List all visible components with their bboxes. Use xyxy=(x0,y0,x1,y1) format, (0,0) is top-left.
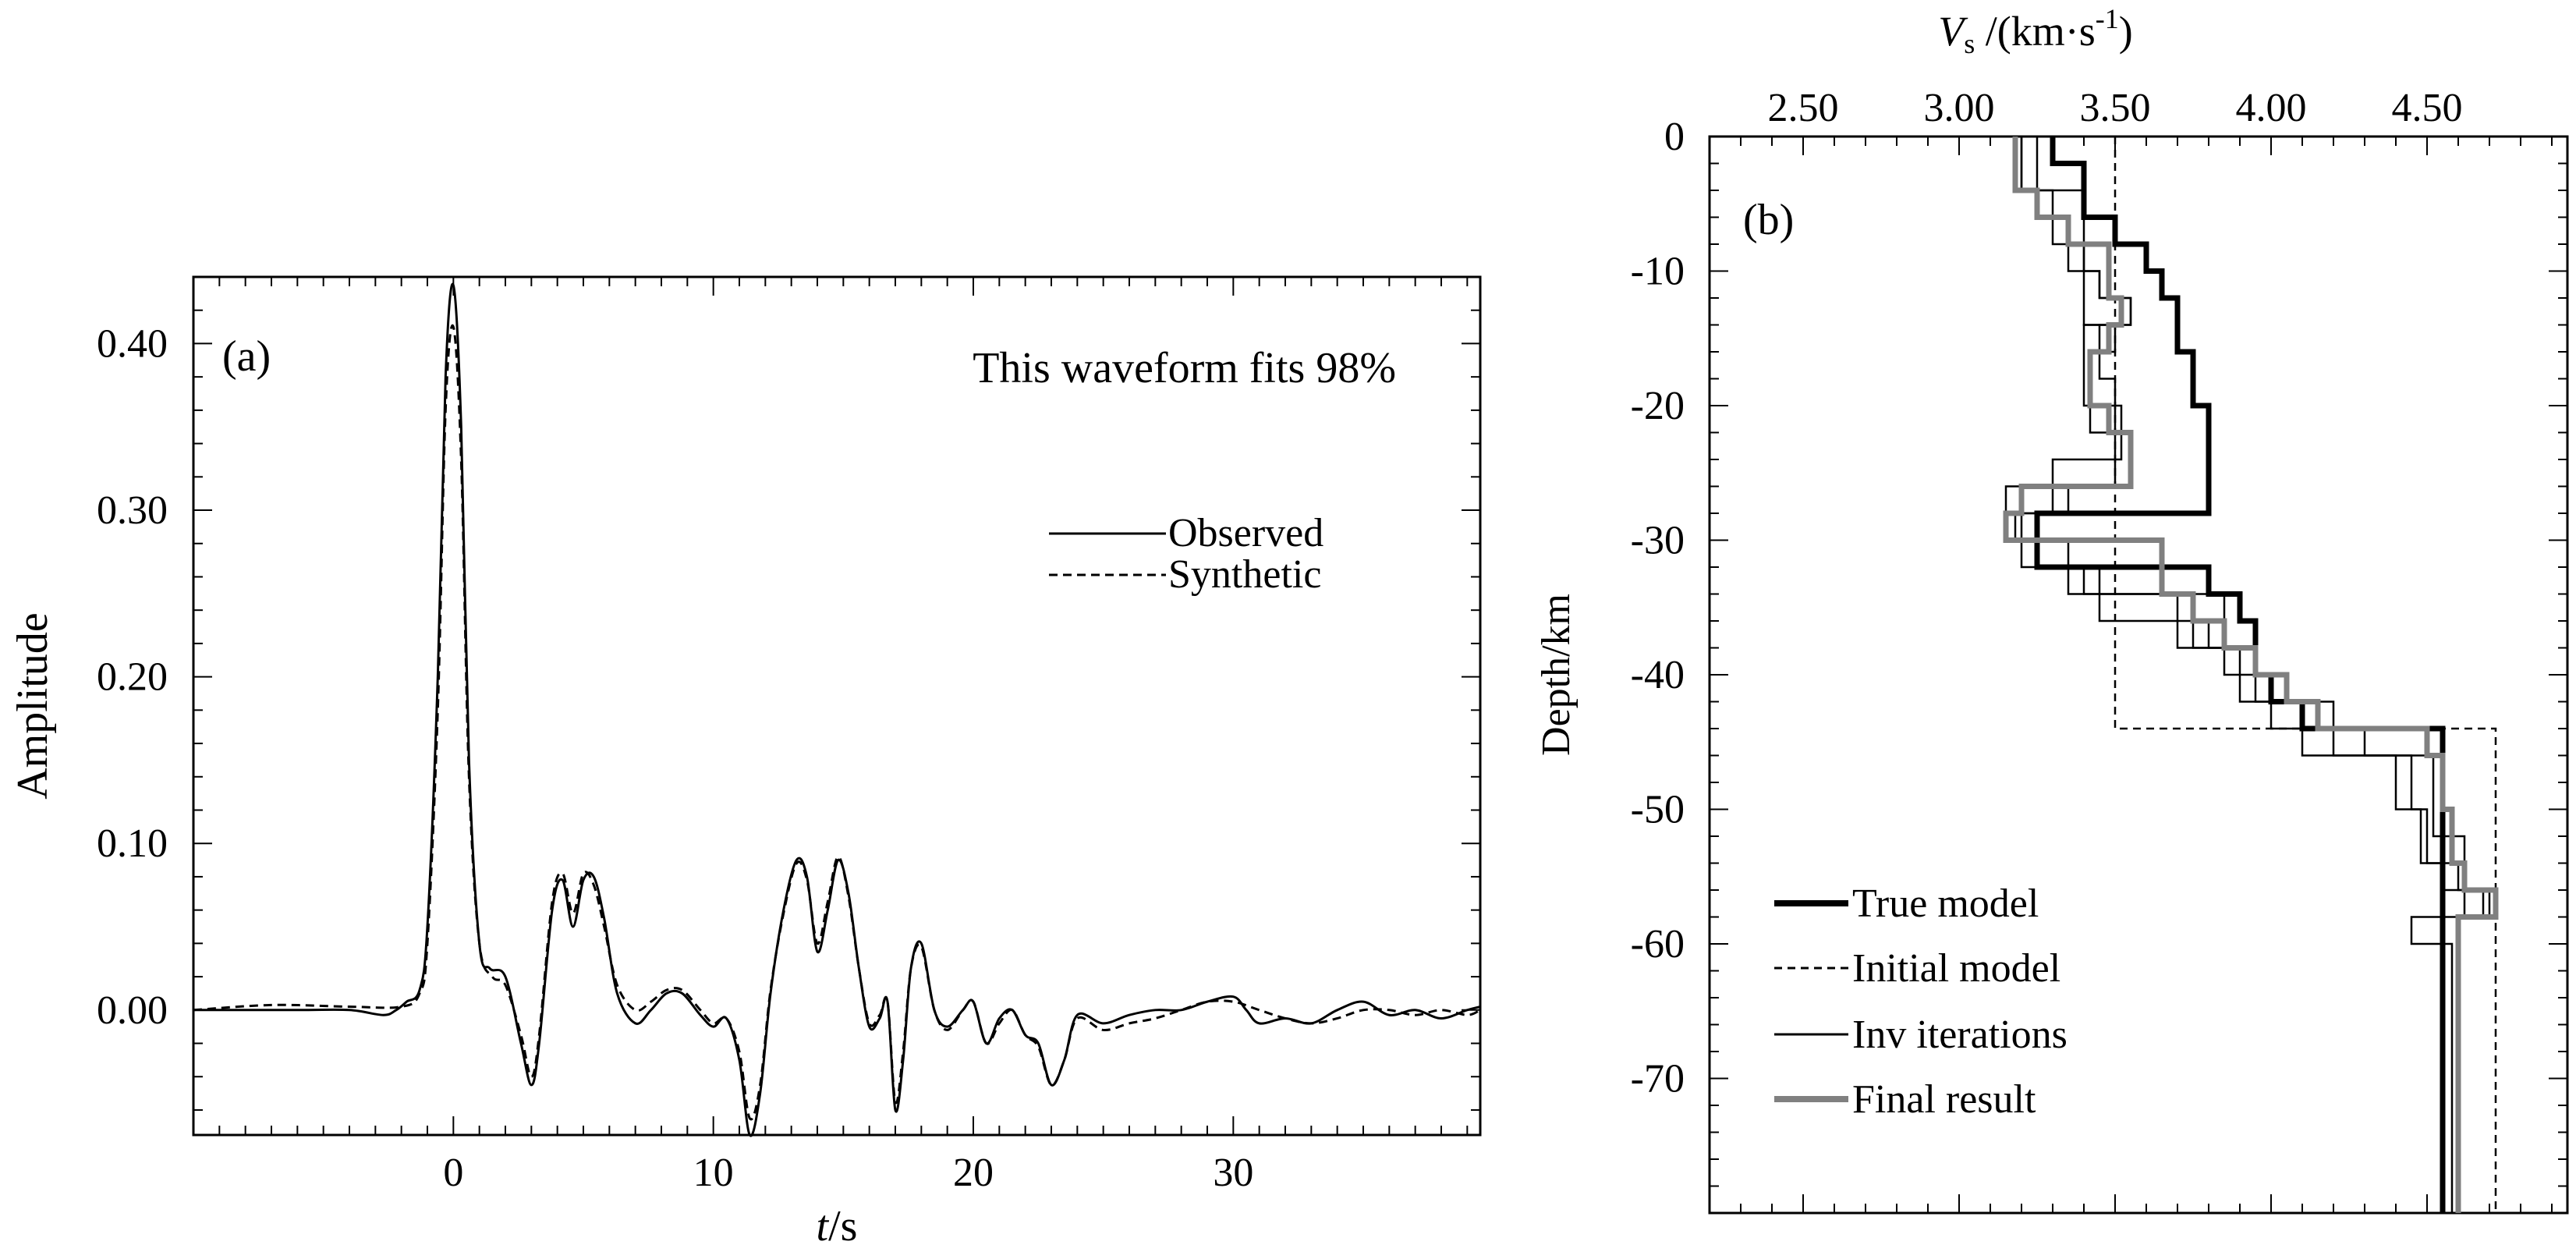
vs-unit-exponent: -1 xyxy=(2096,3,2119,34)
panel-b-y-axis-label: Depth/km xyxy=(1534,594,1579,756)
panel-a-label: (a) xyxy=(222,332,271,381)
vs-unit-suffix: ) xyxy=(2119,8,2133,55)
panel-b-velocity-profile: 2.50 3.00 3.50 4.00 4.50 0 -10 -20 -30 -40 -50 -60 -… xyxy=(1534,3,2569,1215)
vs-tick-label: 3.00 xyxy=(1924,86,1995,130)
vs-tick-label: 4.50 xyxy=(2392,86,2463,130)
legend-synthetic-label: Synthetic xyxy=(1168,552,1321,597)
depth-tick-label: -50 xyxy=(1631,788,1685,832)
y-tick-label: 0.00 xyxy=(97,988,168,1033)
x-tick-label: 30 xyxy=(1213,1151,1253,1195)
vs-tick-label: 3.50 xyxy=(2080,86,2151,130)
vs-tick-label: 2.50 xyxy=(1768,86,1839,130)
panel-a-ticks xyxy=(193,277,1480,1135)
panel-b-x-axis-label: Vs /(km·s-1) xyxy=(1938,3,2133,59)
panel-a-tick-labels: 0 10 20 30 0.00 0.10 0.20 0.30 0.40 xyxy=(97,321,1253,1195)
panel-a-x-axis-label: t/s xyxy=(817,1202,858,1250)
panel-b-tick-labels: 2.50 3.00 3.50 4.00 4.50 0 -10 -20 -30 -40 -50 -60 -… xyxy=(1631,86,2463,1101)
x-tick-label: 0 xyxy=(443,1151,463,1195)
legend-inv-iterations-label: Inv iterations xyxy=(1852,1013,2068,1057)
panel-a-y-axis-label: Amplitude xyxy=(9,612,57,800)
x-axis-var: t xyxy=(817,1202,830,1250)
legend-initial-model-label: Initial model xyxy=(1852,946,2060,991)
depth-tick-label: -40 xyxy=(1631,653,1685,697)
panel-a-series xyxy=(193,282,1481,1137)
vs-symbol: V xyxy=(1938,8,1968,55)
y-tick-label: 0.30 xyxy=(97,488,168,533)
vs-subscript: s xyxy=(1964,28,1975,59)
legend-true-model-label: True model xyxy=(1852,881,2039,926)
y-tick-label: 0.20 xyxy=(97,655,168,700)
vs-tick-label: 4.00 xyxy=(2236,86,2307,130)
depth-tick-label: -60 xyxy=(1631,922,1685,966)
panel-a-frame xyxy=(192,275,1482,1137)
legend-observed-label: Observed xyxy=(1168,511,1323,555)
y-tick-label: 0.10 xyxy=(97,821,168,866)
panel-b-frame xyxy=(1708,135,2569,1215)
vs-unit-prefix: /(km·s xyxy=(1975,8,2096,55)
x-tick-label: 10 xyxy=(693,1151,734,1195)
series-synthetic-line xyxy=(193,324,1481,1121)
legend-final-result-label: Final result xyxy=(1852,1077,2036,1122)
y-tick-label: 0.40 xyxy=(97,321,168,366)
depth-tick-label: -70 xyxy=(1631,1057,1685,1101)
panel-b-legend: True model Initial model Inv iterations … xyxy=(1774,881,2068,1122)
true-model-line xyxy=(2034,137,2446,1213)
x-axis-unit: /s xyxy=(828,1202,857,1250)
series-observed-line xyxy=(193,282,1481,1137)
depth-tick-label: -10 xyxy=(1631,250,1685,294)
panel-b-ticks xyxy=(1710,136,2567,1213)
panel-a-waveform: 0 10 20 30 0.00 0.10 0.20 0.30 0.40 (a) This wav… xyxy=(9,275,1482,1250)
x-tick-label: 20 xyxy=(953,1151,994,1195)
fit-annotation: This waveform fits 98% xyxy=(973,344,1396,392)
depth-tick-label: -30 xyxy=(1631,519,1685,563)
panel-a-legend: Observed Synthetic xyxy=(1049,511,1323,597)
depth-tick-label: 0 xyxy=(1664,115,1685,159)
depth-tick-label: -20 xyxy=(1631,384,1685,428)
panel-b-series xyxy=(2003,137,2499,1213)
panel-b-label: (b) xyxy=(1743,196,1794,244)
final-result-line xyxy=(2003,137,2499,1213)
